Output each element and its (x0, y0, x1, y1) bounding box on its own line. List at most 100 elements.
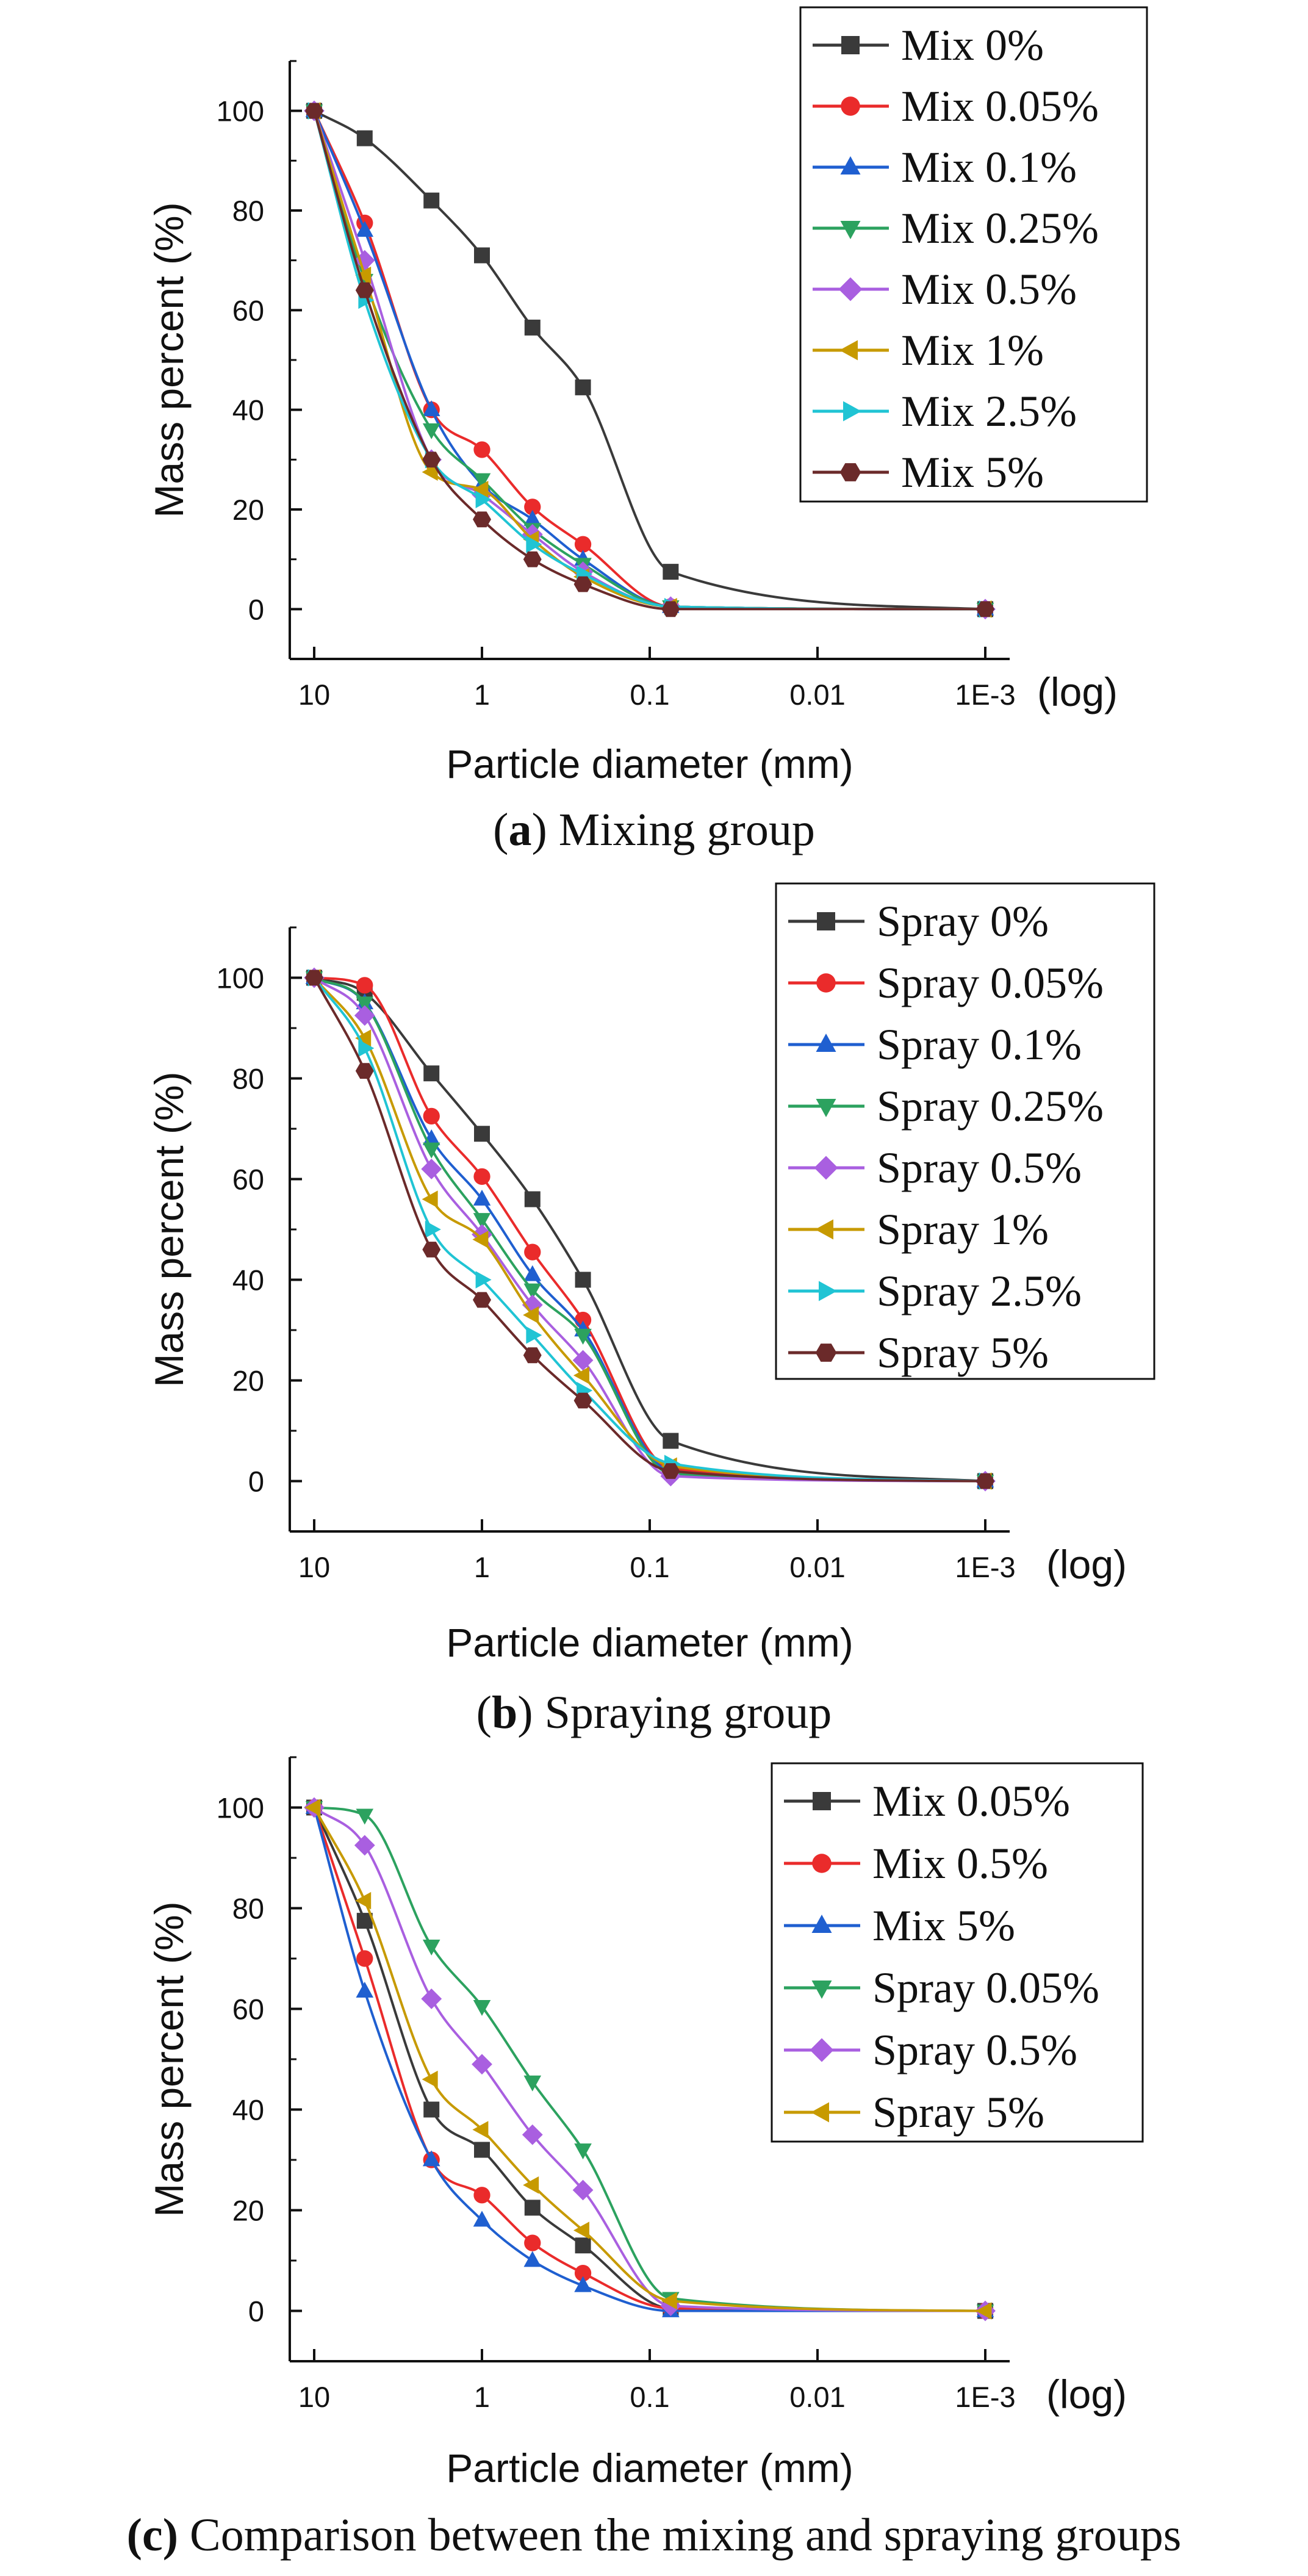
y-tick-label: 100 (217, 95, 264, 128)
legend-label: Mix 0.1% (901, 143, 1077, 192)
data-point (356, 1808, 374, 1825)
data-point (305, 970, 323, 986)
legend-marker (839, 340, 858, 361)
data-point (522, 2124, 543, 2145)
y-tick-label: 80 (232, 1893, 264, 1925)
y-axis-title: Mass percent (%) (146, 202, 192, 517)
data-point (422, 2150, 440, 2167)
data-point (573, 2222, 589, 2239)
x-tick-label: 1 (474, 678, 490, 711)
data-point (356, 1982, 374, 1998)
legend-marker (812, 1854, 832, 1873)
x-tick-label: 1 (474, 2381, 490, 2413)
y-tick-label: 60 (232, 294, 264, 326)
panel-caption: (a) Mixing group (493, 804, 815, 855)
data-point (472, 1231, 489, 1248)
data-point (473, 1189, 491, 1206)
y-tick-label: 80 (232, 1063, 264, 1095)
data-point (575, 379, 591, 395)
data-point (976, 601, 994, 617)
data-point (575, 1272, 591, 1288)
x-tick-label: 1 (474, 1551, 490, 1583)
data-point (976, 2302, 992, 2320)
legend-label: Mix 2.5% (901, 387, 1077, 436)
x-axis-title: Particle diameter (mm) (446, 2445, 853, 2491)
data-point (661, 601, 680, 617)
data-point (473, 2187, 490, 2204)
data-point (475, 1271, 492, 1289)
series-5 (304, 1799, 992, 2320)
legend-label: Mix 5% (901, 448, 1044, 497)
legend-label: Mix 0.05% (901, 82, 1099, 131)
data-point (472, 2121, 489, 2139)
x-tick-label: 0.1 (630, 678, 669, 711)
legend-marker (840, 221, 861, 239)
data-point (422, 423, 440, 439)
data-point (472, 2054, 492, 2075)
legend-marker (843, 401, 861, 422)
legend-box (771, 1762, 1144, 2143)
legend-marker (811, 1981, 832, 1999)
caption-suffix: ) Mixing group (531, 804, 814, 855)
y-tick-label: 80 (232, 195, 264, 227)
y-tick-label: 60 (232, 1164, 264, 1196)
caption-letter: a (508, 804, 531, 855)
legend: Spray 0% Spray 0.05% Spray 0.1% Spray 0.25%… (775, 882, 1155, 1380)
data-point (473, 1168, 490, 1185)
data-point (305, 103, 323, 119)
legend-marker (819, 1281, 837, 1301)
data-point (661, 2292, 677, 2310)
x-tick-label: 0.01 (789, 2381, 845, 2413)
data-point (574, 2276, 592, 2292)
series-7 (305, 970, 994, 1489)
legend-label: Spray 0.1% (877, 1020, 1082, 1069)
data-point (355, 266, 372, 284)
x-tick-label: 1E-3 (955, 678, 1015, 711)
data-point (524, 1191, 541, 1207)
data-point (523, 1347, 542, 1364)
caption-suffix: Comparison between the mixing and sprayi… (178, 2509, 1181, 2561)
x-tick-label: 0.01 (789, 1551, 845, 1583)
data-point (573, 1366, 589, 1384)
x-scale-label: (log) (1046, 1542, 1127, 1587)
caption-letter: (c) (127, 2509, 178, 2561)
data-point (423, 1065, 440, 1082)
data-point (356, 130, 373, 146)
data-point (422, 400, 440, 417)
y-tick-label: 40 (232, 1264, 264, 1297)
data-point (473, 511, 491, 528)
data-point (523, 2251, 542, 2267)
data-point (474, 247, 490, 264)
legend: Mix 0% Mix 0.05% Mix 0.1% Mix 0.25% Mix 0.5%… (799, 6, 1148, 503)
data-point (523, 2075, 542, 2092)
legend-marker (811, 2102, 829, 2123)
data-point (355, 1063, 374, 1079)
legend-label: Mix 1% (901, 326, 1044, 375)
legend-label: Mix 0.25% (901, 204, 1099, 253)
data-point (356, 996, 374, 1013)
legend-marker (814, 1156, 838, 1180)
data-point (661, 1463, 680, 1479)
data-point (423, 1107, 440, 1125)
data-point (523, 1283, 542, 1300)
data-point (421, 1159, 442, 1179)
data-point (573, 576, 592, 592)
data-point (355, 1029, 372, 1047)
x-tick-label: 10 (298, 678, 330, 711)
y-tick-label: 0 (248, 2295, 264, 2328)
y-axis-title: Mass percent (%) (146, 1901, 192, 2217)
chart-panel-c: 0 20 40 60 80 100 10 1 0.1 0.01 1E-3 (log) Particle … (127, 1756, 1182, 2561)
series-7 (305, 103, 994, 617)
panel-caption: (c) Comparison between the mixing and sp… (127, 2509, 1182, 2561)
y-tick-label: 0 (248, 1466, 264, 1498)
y-axis-title: Mass percent (%) (146, 1071, 192, 1387)
legend-marker (816, 973, 836, 993)
caption-prefix: ( (476, 1687, 492, 1738)
data-point (473, 441, 490, 458)
data-point (526, 1326, 542, 1344)
data-point (356, 221, 374, 237)
legend-marker (815, 1344, 837, 1362)
data-point (523, 1306, 539, 1324)
data-point (354, 1835, 375, 1856)
y-tick-label: 40 (232, 2094, 264, 2126)
